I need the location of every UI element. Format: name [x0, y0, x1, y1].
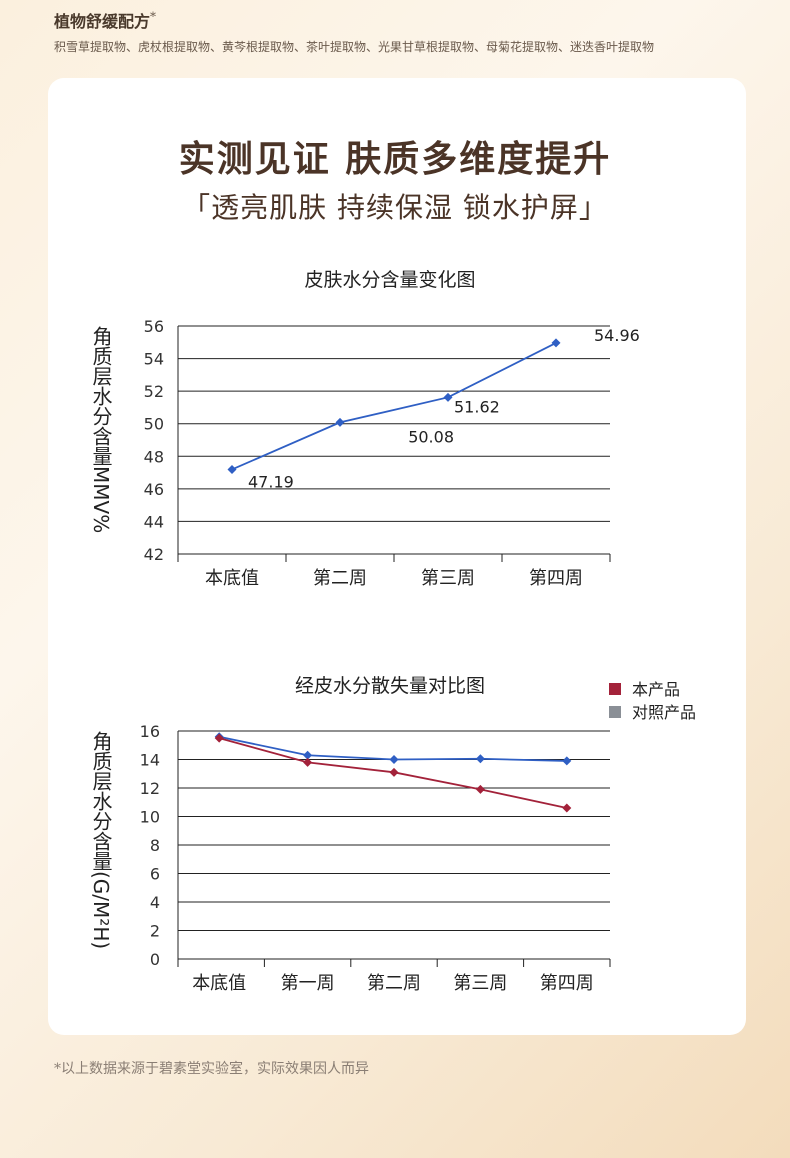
main-title: 实测见证 肤质多维度提升	[178, 138, 612, 180]
chart2-data-point	[389, 755, 399, 764]
chart1-y-tick-label: 56	[144, 317, 164, 336]
chart1-data-label: 47.19	[248, 472, 294, 491]
chart2-x-tick-label: 本底值	[192, 973, 246, 994]
chart2-legend-swatch	[609, 683, 621, 695]
chart2-legend-swatch	[609, 706, 621, 718]
chart2-data-point	[214, 733, 224, 743]
header-title: 植物舒缓配方*	[54, 8, 156, 32]
chart2-y-tick-label: 6	[150, 865, 160, 884]
chart1-title: 皮肤水分含量变化图	[304, 269, 475, 291]
chart2-x-tick-label: 第三周	[453, 973, 507, 994]
chart2-data-point	[562, 756, 572, 766]
chart1-data-point	[551, 338, 561, 348]
chart2-data-point	[389, 767, 399, 777]
chart1-data-point	[335, 417, 345, 427]
chart1-y-tick-label: 48	[144, 447, 164, 466]
header-subtitle: 积雪草提取物、虎杖根提取物、黄芩根提取物、茶叶提取物、光果甘草根提取物、母菊花提…	[54, 40, 655, 54]
chart1-y-tick-label: 44	[144, 512, 164, 531]
chart2-data-point	[562, 803, 572, 813]
chart2-legend-label: 本产品	[632, 680, 680, 699]
chart2-y-tick-label: 2	[150, 922, 160, 941]
chart2-y-axis-label: 角质层水分含量(G/M²H)	[89, 731, 113, 950]
chart1-data-point	[227, 464, 237, 474]
tewl-line-chart: 经皮水分散失量对比图 0 2 4 6 8 10 12 14 16 本底值 第一周 第二周 第三周 第四周 角质…	[89, 675, 696, 994]
chart1-x-tick-label: 本底值	[205, 568, 259, 589]
chart2-y-tick-label: 16	[140, 722, 160, 741]
chart2-y-tick-label: 14	[140, 751, 160, 770]
chart2-data-point	[475, 754, 485, 764]
chart2-y-tick-label: 12	[140, 779, 160, 798]
chart2-x-tick-label: 第一周	[281, 973, 335, 994]
chart2-data-point	[303, 757, 313, 767]
moisture-line-chart: 皮肤水分含量变化图 42 44 46 48 50 52 54 56 本底值 第二周 第三周 第四周 角质层…	[89, 269, 640, 589]
chart2-y-tick-label: 4	[150, 893, 160, 912]
main-subtitle: 「透亮肌肤 持续保湿 锁水护屏」	[182, 191, 608, 224]
chart2-y-tick-label: 0	[150, 950, 160, 969]
chart1-data-label: 54.96	[594, 326, 640, 345]
chart2-y-tick-label: 10	[140, 808, 160, 827]
content-card	[48, 78, 746, 1035]
chart1-x-tick-label: 第二周	[313, 568, 367, 589]
chart1-y-tick-label: 42	[144, 545, 164, 564]
chart1-data-label: 51.62	[454, 397, 500, 416]
header-title-mark: *	[150, 9, 157, 24]
chart1-x-tick-label: 第四周	[529, 568, 583, 589]
chart1-y-tick-label: 46	[144, 480, 164, 499]
chart2-data-point	[475, 784, 485, 794]
chart1-data-label: 50.08	[408, 427, 454, 446]
chart1-data-point	[443, 392, 453, 402]
footnote: *以上数据来源于碧素堂实验室，实际效果因人而异	[54, 1061, 369, 1077]
chart2-y-tick-label: 8	[150, 836, 160, 855]
chart2-title: 经皮水分散失量对比图	[295, 675, 485, 697]
chart1-x-tick-label: 第三周	[421, 568, 475, 589]
chart1-series-line	[231, 342, 557, 471]
chart1-y-tick-label: 54	[144, 350, 164, 369]
chart2-data-point	[303, 750, 313, 760]
chart1-y-tick-label: 52	[144, 382, 164, 401]
chart2-x-tick-label: 第四周	[540, 973, 594, 994]
chart2-x-tick-label: 第二周	[367, 973, 421, 994]
chart2-legend-label: 对照产品	[632, 703, 696, 722]
chart1-y-axis-label: 角质层水分含量MMV%	[89, 326, 113, 534]
chart1-y-tick-label: 50	[144, 415, 164, 434]
header-title-text: 植物舒缓配方	[54, 12, 151, 31]
